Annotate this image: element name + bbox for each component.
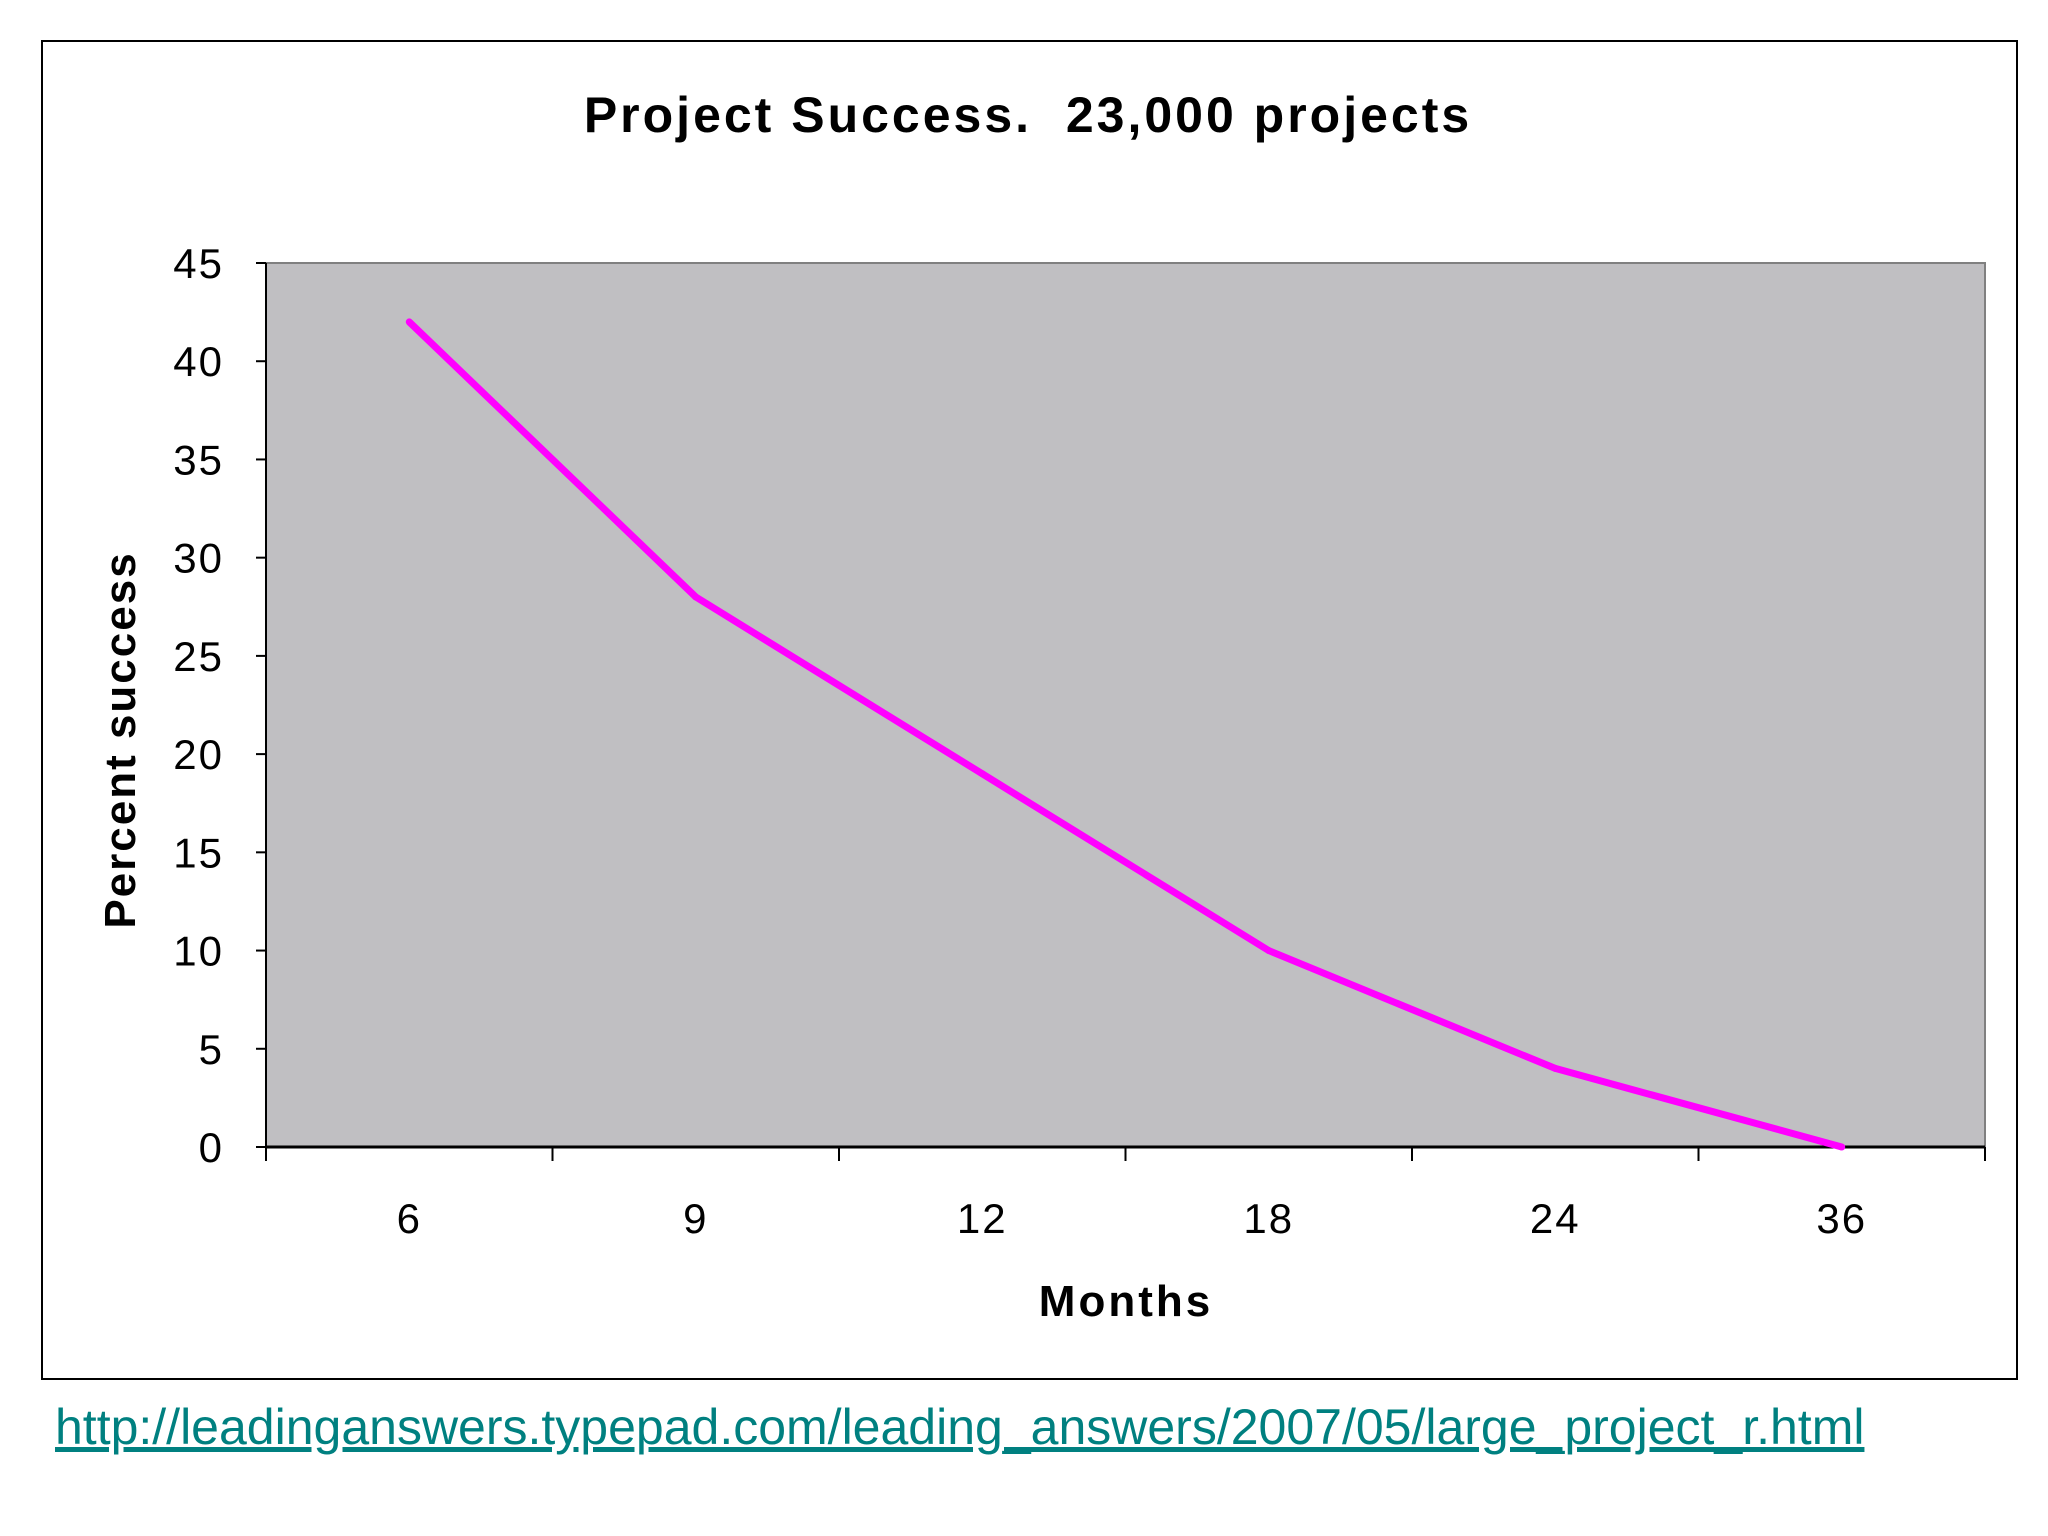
data-point <box>405 318 413 326</box>
data-point <box>1838 1143 1846 1151</box>
x-axis-label: Months <box>1039 1277 1213 1326</box>
x-tick-label: 24 <box>1530 1195 1581 1242</box>
plot-area <box>265 262 1986 1148</box>
x-tick-label: 9 <box>683 1195 708 1242</box>
y-tick-label: 0 <box>199 1124 224 1171</box>
series-layer <box>405 318 1846 1151</box>
data-point <box>1265 947 1273 955</box>
x-tick-label: 6 <box>397 1195 422 1242</box>
x-tick-label: 18 <box>1243 1195 1294 1242</box>
y-tick-label: 35 <box>173 436 224 483</box>
y-axis-label: Percent success <box>96 551 145 928</box>
y-tick-label: 45 <box>173 240 224 287</box>
y-tick-label: 5 <box>199 1026 224 1073</box>
y-tick-label: 10 <box>173 928 224 975</box>
series-line <box>406 319 1843 1151</box>
source-link[interactable]: http://leadinganswers.typepad.com/leadin… <box>55 1399 1865 1455</box>
y-tick-label: 30 <box>173 535 224 582</box>
y-tick-label: 25 <box>173 633 224 680</box>
x-axis: 6 9 12 18 24 36 <box>265 1145 1986 1242</box>
y-tick-label: 20 <box>173 731 224 778</box>
x-tick-label: 36 <box>1816 1195 1867 1242</box>
data-point <box>692 593 700 601</box>
y-tick-label: 15 <box>173 829 224 876</box>
x-tick-label: 12 <box>957 1195 1008 1242</box>
y-tick-label: 40 <box>173 338 224 385</box>
data-point <box>978 770 986 778</box>
data-point <box>1551 1064 1559 1072</box>
chart-title: Project Success. 23,000 projects <box>584 87 1472 143</box>
y-axis: 0 5 10 15 20 25 30 35 40 45 <box>173 240 267 1171</box>
